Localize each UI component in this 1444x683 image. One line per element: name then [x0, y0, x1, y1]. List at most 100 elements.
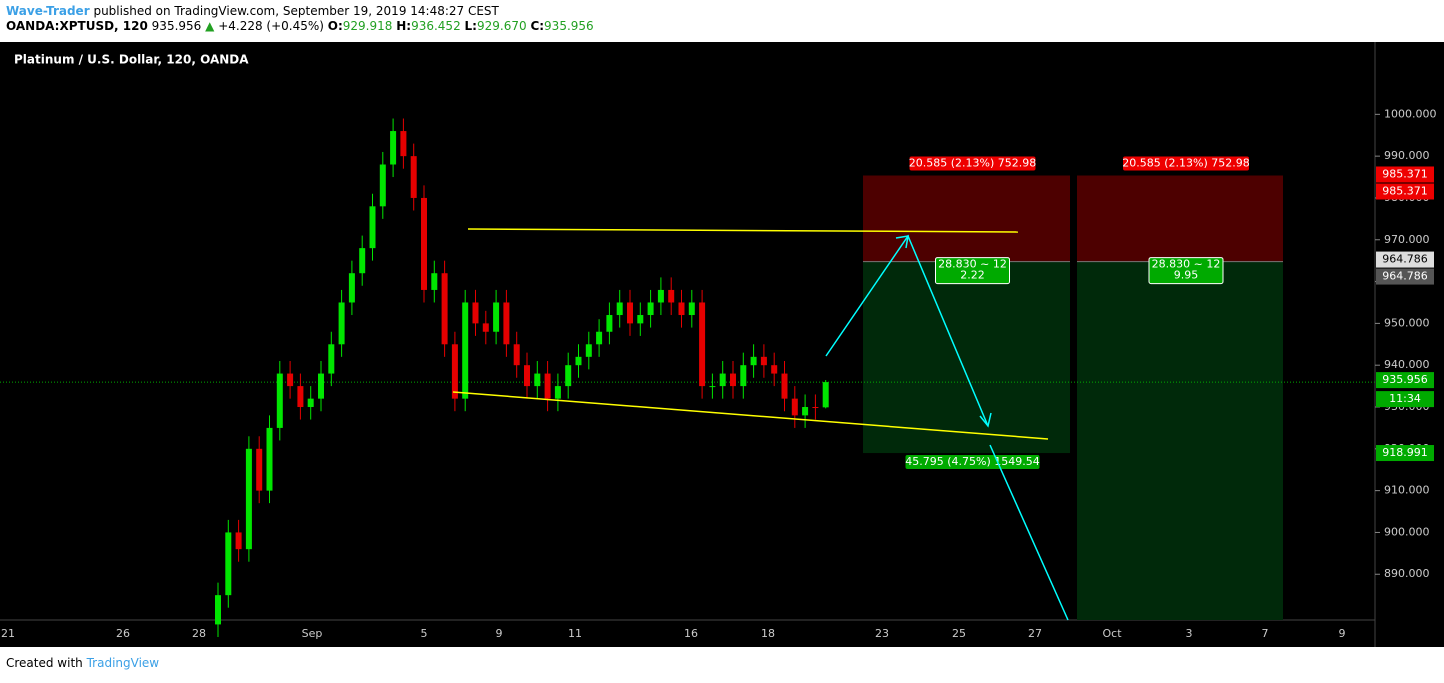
y-tick-label: 970.000: [1384, 233, 1430, 246]
candle-body: [822, 382, 829, 408]
candle-body: [730, 373, 736, 387]
stop-zone: [1077, 175, 1283, 262]
risk-label: 20.585 (2.13%) 752.98: [1122, 156, 1250, 169]
risk-badge: [909, 156, 1036, 171]
candle-body: [276, 373, 283, 428]
candle-body: [472, 302, 479, 324]
y-tick-label: 890.000: [1384, 567, 1430, 580]
candle-body: [760, 356, 767, 366]
candle-body: [348, 273, 355, 303]
ratio-badge: [1148, 257, 1224, 285]
price-tag: [1376, 166, 1434, 183]
symbol: OANDA:XPTUSD, 120: [6, 19, 148, 33]
candle-body: [493, 302, 500, 332]
candle-body: [297, 386, 304, 408]
price-tag-label: 985.371: [1382, 167, 1428, 180]
y-tick-label: 940.000: [1384, 358, 1430, 371]
candle-body: [318, 373, 324, 399]
chart: Platinum / U.S. Dollar, 120, OANDA 890.0…: [0, 42, 1444, 647]
candle-body: [627, 302, 633, 324]
stop-zone: [863, 175, 1070, 262]
candle-body: [524, 365, 530, 387]
c: 935.956: [544, 19, 594, 33]
l: 929.670: [476, 19, 527, 33]
header: Wave-Trader published on TradingView.com…: [0, 0, 1444, 42]
candle-body: [390, 131, 397, 165]
last: 935.956: [151, 19, 202, 33]
candle-body: [421, 197, 427, 290]
y-tick-label: 990.000: [1384, 149, 1430, 162]
candle-body: [565, 365, 572, 387]
risk-label: 20.585 (2.13%) 752.98: [909, 156, 1037, 169]
candle-body: [606, 315, 613, 332]
ratio-label: 28.830 ~ 12: [938, 258, 1007, 271]
x-tick-label: 7: [1262, 627, 1269, 640]
x-tick-label: 21: [1, 627, 15, 640]
arrow-head: [895, 235, 909, 249]
candle-body: [287, 373, 294, 387]
candle-body: [482, 323, 489, 332]
candle-body: [585, 344, 592, 357]
author[interactable]: Wave-Trader: [6, 4, 90, 18]
candle-body: [781, 373, 788, 399]
candle-body: [379, 164, 386, 207]
candle-body: [647, 302, 654, 316]
y-tick-label: 910.000: [1384, 484, 1430, 497]
candle-body: [616, 302, 623, 316]
candle-body: [544, 373, 551, 399]
price-tag-label: 985.371: [1382, 184, 1428, 197]
arrow: ▲: [205, 19, 215, 33]
candle-body: [328, 344, 335, 374]
y-tick-label: 1000.000: [1384, 107, 1437, 120]
candle-body: [688, 302, 695, 316]
ratio-badge: [935, 257, 1010, 285]
brand[interactable]: TradingView: [86, 656, 160, 670]
arrow-head: [979, 412, 992, 428]
price-tag: [1376, 391, 1434, 408]
candle-body: [554, 386, 561, 399]
x-tick-label: 11: [568, 627, 582, 640]
x-tick-label: Oct: [1102, 627, 1122, 640]
candle-body: [235, 532, 242, 550]
candle-body: [266, 427, 273, 491]
candle-body: [575, 356, 582, 366]
candle-body: [719, 373, 726, 387]
candle-body: [802, 407, 809, 416]
candle-body: [245, 448, 252, 550]
candle-body: [750, 356, 757, 366]
o-label: O:: [327, 19, 343, 33]
price-tag-label: 11:34: [1389, 392, 1421, 405]
x-tick-label: 18: [761, 627, 775, 640]
candle-body: [338, 302, 345, 345]
candle-body: [657, 289, 664, 303]
price-tag: [1376, 445, 1434, 462]
x-tick-label: 23: [875, 627, 889, 640]
ratio-label: 28.830 ~ 12: [1152, 258, 1221, 271]
candle-body: [451, 344, 458, 399]
y-tick-label: 900.000: [1384, 525, 1430, 538]
x-tick-label: 26: [116, 627, 130, 640]
footer: Created with TradingView: [6, 656, 159, 670]
reward-label: 45.795 (4.75%) 1549.54: [905, 455, 1040, 468]
target-zone: [863, 261, 1070, 454]
candle-body: [400, 131, 407, 157]
candle-body: [740, 365, 747, 387]
x-tick-label: 5: [421, 627, 428, 640]
target-zone: [1077, 261, 1283, 620]
risk-badge: [1123, 156, 1249, 171]
resistance-line: [467, 228, 1019, 233]
y-tick-label: 950.000: [1384, 316, 1430, 329]
o: 929.918: [342, 19, 393, 33]
candle-body: [513, 344, 520, 366]
reward-badge: [905, 455, 1040, 470]
price-tag-label: 964.786: [1382, 253, 1428, 266]
candle-body: [462, 302, 469, 399]
chart-title: Platinum / U.S. Dollar, 120, OANDA: [14, 53, 249, 67]
change: +4.228 (+0.45%): [218, 19, 324, 33]
price-tag-label: 964.786: [1382, 270, 1428, 283]
candle-body: [307, 398, 314, 408]
candle-body: [359, 248, 366, 274]
candle-body: [699, 302, 706, 387]
candle-body: [225, 532, 232, 596]
